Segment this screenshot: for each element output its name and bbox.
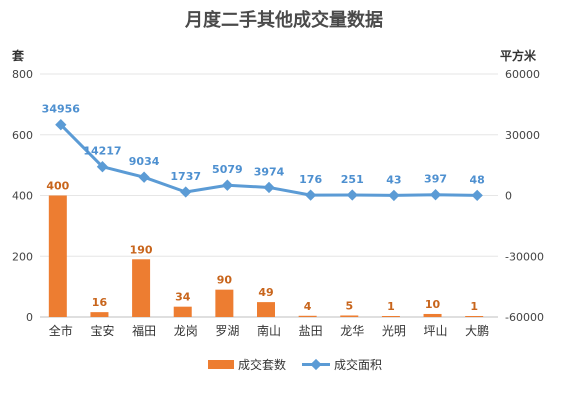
chart-title: 月度二手其他成交量数据 xyxy=(184,9,383,31)
left-axis-ticks: 0 200 400 600 800 xyxy=(12,68,33,324)
bar-data-label: 90 xyxy=(217,274,233,287)
left-tick-label: 200 xyxy=(12,250,33,263)
right-tick-label: 30000 xyxy=(505,129,540,142)
bar-data-label: 4 xyxy=(304,300,312,313)
category-label: 罗湖 xyxy=(215,323,239,338)
category-label: 大鹏 xyxy=(465,324,489,338)
line-data-label: 43 xyxy=(386,173,401,186)
line-data-label: 9034 xyxy=(129,155,160,168)
right-tick-label: 60000 xyxy=(505,68,540,81)
line-series: 34956 14217 9034 1737 5079 3974 176 251 43 397 48 xyxy=(42,103,485,202)
legend-bar-label: 成交套数 xyxy=(238,357,286,372)
line-marker xyxy=(429,189,442,201)
bar-data-label: 10 xyxy=(425,298,441,311)
bar-data-label: 49 xyxy=(258,286,273,299)
line-data-label: 1737 xyxy=(170,170,201,183)
category-label: 龙岗 xyxy=(174,324,198,338)
bar xyxy=(132,259,151,317)
category-label: 坪山 xyxy=(424,324,448,338)
bar xyxy=(215,289,234,317)
bar-data-label: 400 xyxy=(46,180,69,193)
category-label: 南山 xyxy=(257,323,281,338)
left-tick-label: 0 xyxy=(26,311,33,324)
bar xyxy=(465,316,484,317)
legend-bar-swatch xyxy=(208,360,234,369)
legend: 成交套数 成交面积 xyxy=(208,357,382,372)
line-marker xyxy=(346,189,358,201)
line-data-label: 14217 xyxy=(83,145,121,158)
line-marker xyxy=(471,189,483,202)
bar-data-label: 5 xyxy=(345,299,353,312)
category-labels: 全市 宝安 福田 龙岗 罗湖 南山 盐田 龙华 光明 坪山 大鹏 xyxy=(49,323,489,338)
bar-data-label: 190 xyxy=(130,243,153,256)
bar-series: 400 16 190 34 90 49 4 5 1 10 1 xyxy=(46,180,484,317)
right-tick-label: -30000 xyxy=(505,250,544,263)
bar xyxy=(48,195,67,317)
right-tick-label: -60000 xyxy=(505,311,544,324)
line-data-label: 3974 xyxy=(254,165,285,178)
left-axis-unit: 套 xyxy=(11,48,25,63)
left-tick-label: 600 xyxy=(12,129,33,142)
right-axis-ticks: -60000 -30000 0 30000 60000 xyxy=(505,68,544,324)
bar-data-label: 16 xyxy=(92,296,108,309)
category-label: 光明 xyxy=(382,324,406,338)
bar-data-label: 34 xyxy=(175,291,191,304)
line-data-label: 48 xyxy=(470,173,485,186)
line-marker xyxy=(304,189,317,201)
gridlines xyxy=(40,73,498,318)
bar xyxy=(423,313,442,317)
bar xyxy=(90,312,109,317)
line-marker xyxy=(180,186,192,198)
line-data-label: 176 xyxy=(299,173,322,186)
left-tick-label: 800 xyxy=(12,68,33,81)
line-marker xyxy=(138,171,150,183)
category-label: 福田 xyxy=(132,323,156,338)
line-data-label: 397 xyxy=(424,173,447,186)
legend-line-label: 成交面积 xyxy=(334,357,382,372)
bar xyxy=(298,315,317,317)
bar xyxy=(340,315,359,317)
category-label: 龙华 xyxy=(340,324,364,338)
line-data-label: 34956 xyxy=(42,103,81,116)
right-axis-unit: 平方米 xyxy=(500,48,537,63)
category-label: 宝安 xyxy=(90,323,114,338)
bar-data-label: 1 xyxy=(387,300,395,313)
bar xyxy=(173,306,192,317)
line-marker xyxy=(263,181,275,194)
line-data-label: 251 xyxy=(341,173,364,186)
right-tick-label: 0 xyxy=(505,190,512,203)
bar xyxy=(381,316,400,317)
bar xyxy=(257,302,275,317)
category-label: 全市 xyxy=(49,323,73,338)
legend-line-marker xyxy=(310,358,322,371)
left-tick-label: 400 xyxy=(12,190,33,203)
category-label: 盐田 xyxy=(299,324,323,338)
line-data-label: 5079 xyxy=(212,163,243,176)
line-marker xyxy=(388,189,400,202)
bar-data-label: 1 xyxy=(470,300,478,313)
line-marker xyxy=(221,179,234,191)
